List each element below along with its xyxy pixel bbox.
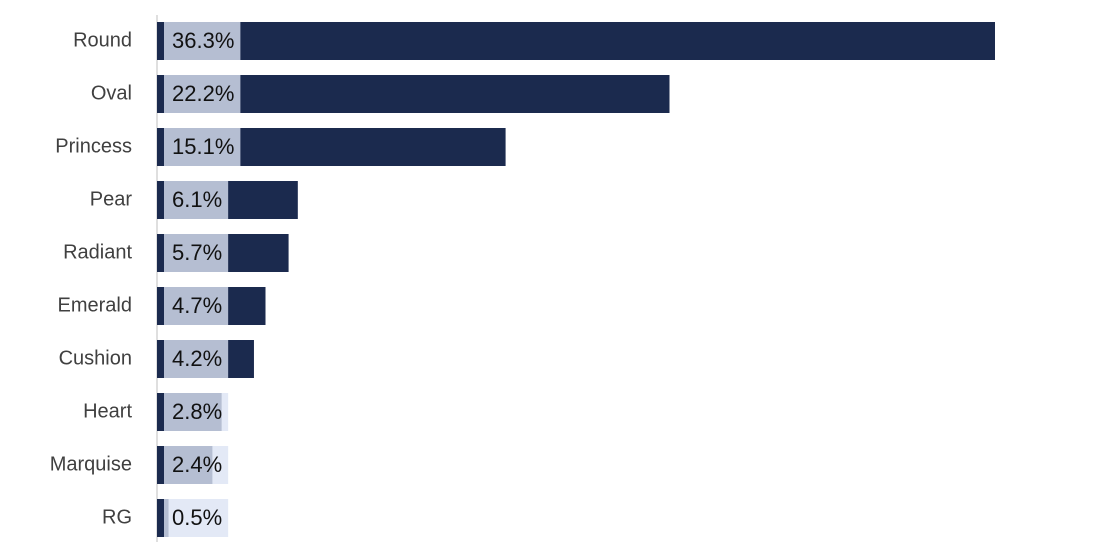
label-background <box>164 446 229 484</box>
category-label: Marquise <box>50 453 132 475</box>
value-label: 5.7% <box>172 240 222 265</box>
category-label: Round <box>73 29 132 51</box>
label-background <box>164 75 241 113</box>
bar <box>157 499 169 537</box>
bar <box>157 75 670 113</box>
value-label: 4.2% <box>172 346 222 371</box>
label-background <box>164 287 229 325</box>
label-background <box>164 234 229 272</box>
category-label: Cushion <box>59 347 132 369</box>
label-background <box>164 499 229 537</box>
bar <box>157 22 995 60</box>
label-background <box>164 22 241 60</box>
label-background <box>164 181 229 219</box>
category-label: Radiant <box>63 241 132 263</box>
category-label: Oval <box>91 82 132 104</box>
category-label: Heart <box>83 400 132 422</box>
value-label: 22.2% <box>172 81 234 106</box>
value-label: 6.1% <box>172 187 222 212</box>
value-label: 4.7% <box>172 293 222 318</box>
value-label: 0.5% <box>172 505 222 530</box>
category-label: RG <box>102 506 132 528</box>
label-background <box>164 393 229 431</box>
label-background <box>164 340 229 378</box>
category-label: Princess <box>55 135 132 157</box>
value-label: 2.4% <box>172 452 222 477</box>
value-label: 36.3% <box>172 28 234 53</box>
category-label: Emerald <box>58 294 132 316</box>
category-label: Pear <box>90 188 133 210</box>
value-label: 15.1% <box>172 134 234 159</box>
value-label: 2.8% <box>172 399 222 424</box>
label-background <box>164 128 241 166</box>
